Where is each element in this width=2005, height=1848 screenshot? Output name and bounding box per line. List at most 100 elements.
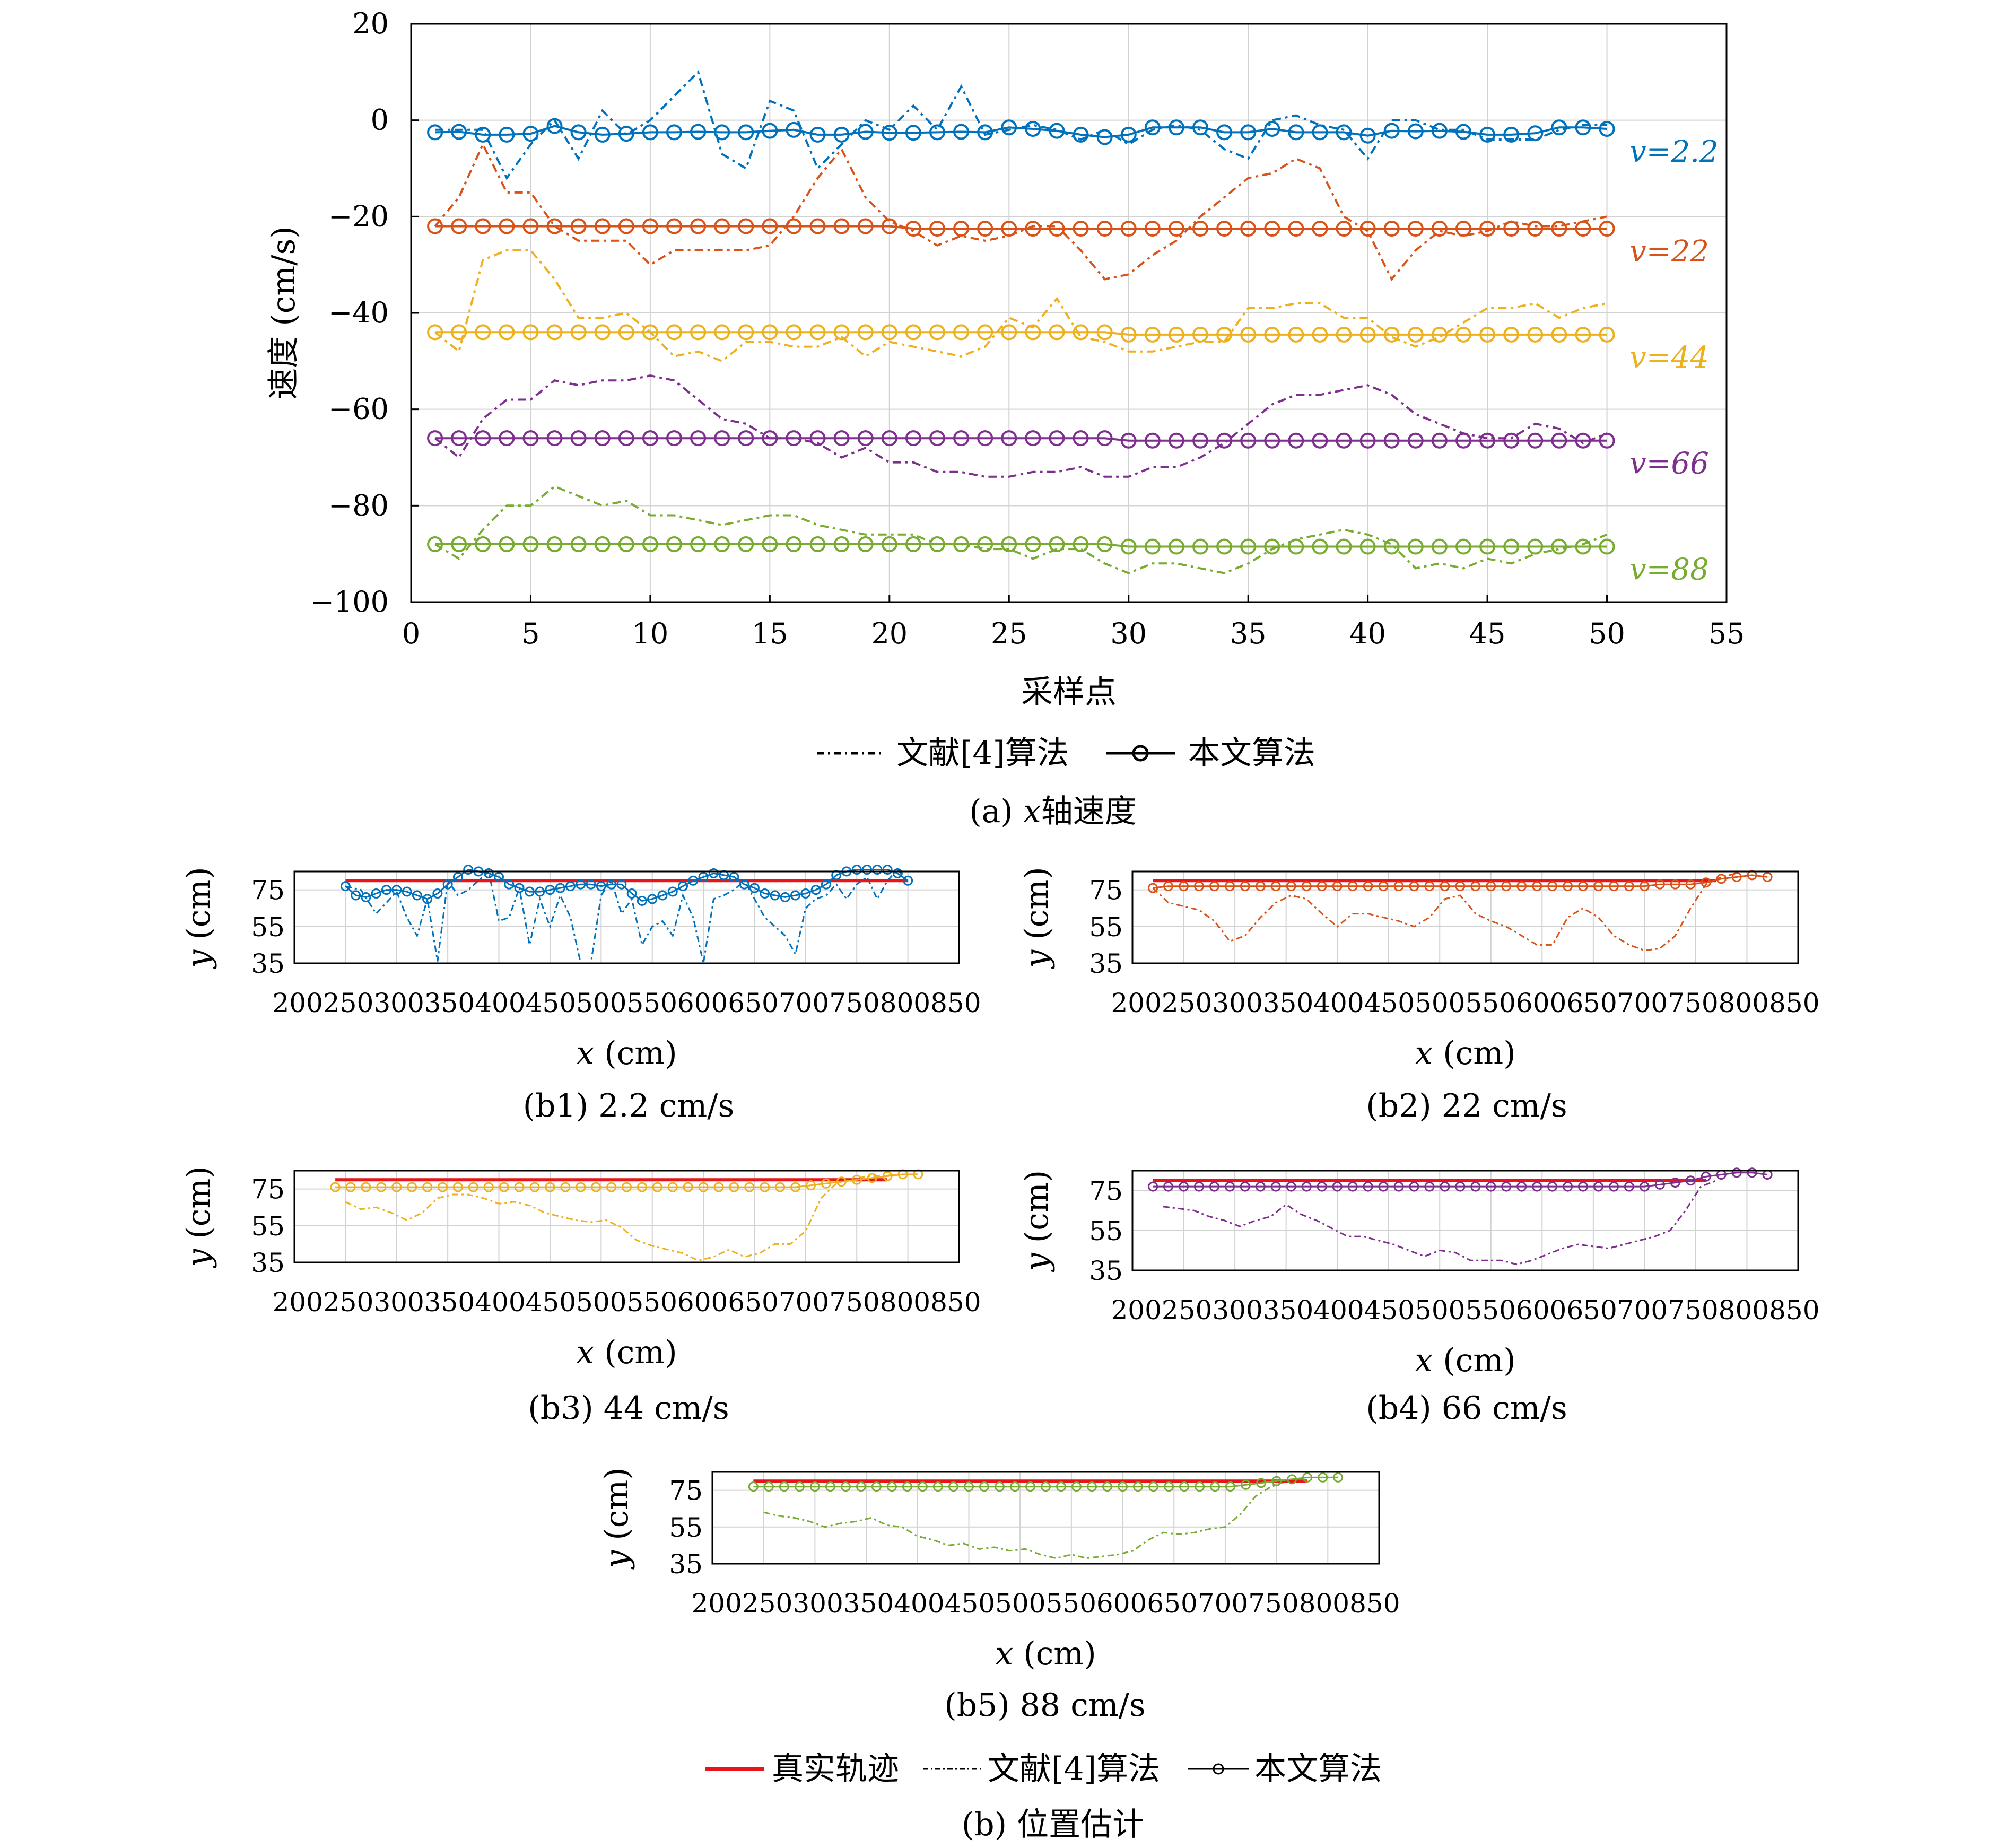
y-tick-label: −80	[328, 489, 389, 522]
data-point	[994, 1481, 1005, 1492]
data-point	[929, 536, 945, 552]
data-point	[1599, 221, 1615, 237]
data-point	[1210, 1481, 1221, 1492]
data-point	[1731, 871, 1742, 882]
data-point	[1096, 324, 1113, 341]
data-point	[948, 1481, 958, 1492]
data-point	[1716, 874, 1727, 884]
data-point	[1479, 432, 1496, 449]
data-point	[833, 536, 850, 552]
data-point	[1288, 326, 1304, 343]
data-point	[402, 886, 412, 897]
x-tick-label: 55	[1708, 617, 1745, 650]
x-tick-label: 15	[752, 617, 788, 650]
caption-b: (b) 位置估计	[962, 1806, 1144, 1843]
y-axis-label-var: y	[598, 1550, 635, 1570]
series-line-2	[435, 331, 1607, 336]
data-point	[1527, 432, 1544, 449]
data-point	[1599, 538, 1615, 555]
y-tick-label: 20	[352, 7, 389, 40]
data-point	[1216, 326, 1233, 343]
data-point	[762, 218, 778, 234]
data-point	[857, 324, 874, 341]
panel-b2: 75 55 35 2002503003504004505005506006507007…	[1018, 867, 1820, 1125]
data-point	[929, 324, 945, 341]
data-point	[1317, 881, 1327, 892]
data-point	[451, 218, 467, 234]
data-point	[1608, 881, 1619, 892]
data-point	[698, 1182, 709, 1192]
y-axis-label: y (cm)	[180, 1166, 217, 1268]
data-point	[1049, 123, 1065, 139]
series-dashed-1	[434, 142, 1607, 282]
data-point	[1503, 538, 1520, 555]
data-point	[1164, 1481, 1174, 1492]
data-point	[570, 124, 587, 141]
plot-frame	[293, 1170, 960, 1263]
data-point	[690, 430, 707, 447]
data-point	[1431, 538, 1448, 555]
data-point	[1001, 536, 1017, 552]
data-point	[1547, 881, 1558, 892]
data-point	[1575, 432, 1591, 449]
data-point	[1073, 324, 1089, 341]
y-tick-label: 35	[1089, 1256, 1123, 1286]
data-point	[1168, 221, 1184, 237]
x-tick-label: 10	[632, 617, 669, 650]
data-point	[1479, 538, 1496, 555]
data-point	[1194, 1181, 1204, 1192]
data-point	[391, 1182, 402, 1192]
data-point	[1287, 1474, 1297, 1485]
data-point	[1071, 1481, 1082, 1492]
y-axis-label-unit: (cm)	[1018, 867, 1056, 949]
data-point	[522, 536, 539, 552]
data-point	[340, 881, 351, 892]
data-point	[905, 324, 921, 341]
data-point	[1216, 432, 1233, 449]
data-point	[642, 536, 658, 552]
plot-frame	[1131, 870, 1799, 964]
data-point	[1359, 127, 1376, 144]
data-point	[1312, 124, 1328, 141]
data-point	[1312, 432, 1328, 449]
data-point	[522, 324, 539, 341]
data-point	[1240, 326, 1257, 343]
data-point	[1593, 1181, 1603, 1192]
data-point	[833, 218, 850, 234]
data-point	[881, 324, 897, 341]
legend-circle-label: 本文算法	[1188, 735, 1315, 772]
data-point	[1670, 879, 1680, 890]
data-point	[977, 536, 993, 552]
data-point	[594, 126, 611, 143]
series-line	[335, 1173, 918, 1188]
data-point	[1240, 124, 1257, 141]
data-point	[1317, 1181, 1327, 1192]
data-point	[1049, 221, 1065, 237]
data-point	[1224, 1181, 1235, 1192]
y-tick-label: −40	[328, 296, 389, 329]
data-point	[1256, 1478, 1267, 1488]
data-point	[1503, 432, 1520, 449]
data-point	[618, 218, 634, 234]
data-point	[1486, 881, 1496, 892]
plot-frame	[711, 1471, 1380, 1565]
data-point	[451, 124, 467, 140]
data-point	[1486, 1181, 1496, 1192]
data-point	[1120, 538, 1137, 555]
series-line	[753, 1476, 1338, 1488]
data-point	[546, 536, 563, 552]
data-point	[1336, 538, 1352, 555]
data-point	[881, 125, 897, 141]
data-point	[1347, 1181, 1358, 1192]
data-point	[1383, 538, 1400, 555]
x-axis-label-var: x	[1415, 1035, 1433, 1072]
data-point	[1133, 1481, 1144, 1492]
data-point	[1685, 879, 1696, 890]
tick-labels: 0 5 10 15 20 25 30 35 40 45 50 55 20 0 −20 −40 −60 −80 −10…	[310, 7, 1745, 650]
data-point	[1049, 536, 1065, 552]
data-point	[1264, 326, 1280, 343]
data-point	[857, 536, 874, 552]
data-point	[1168, 326, 1184, 343]
data-point	[1286, 881, 1296, 892]
data-point	[1120, 126, 1137, 143]
